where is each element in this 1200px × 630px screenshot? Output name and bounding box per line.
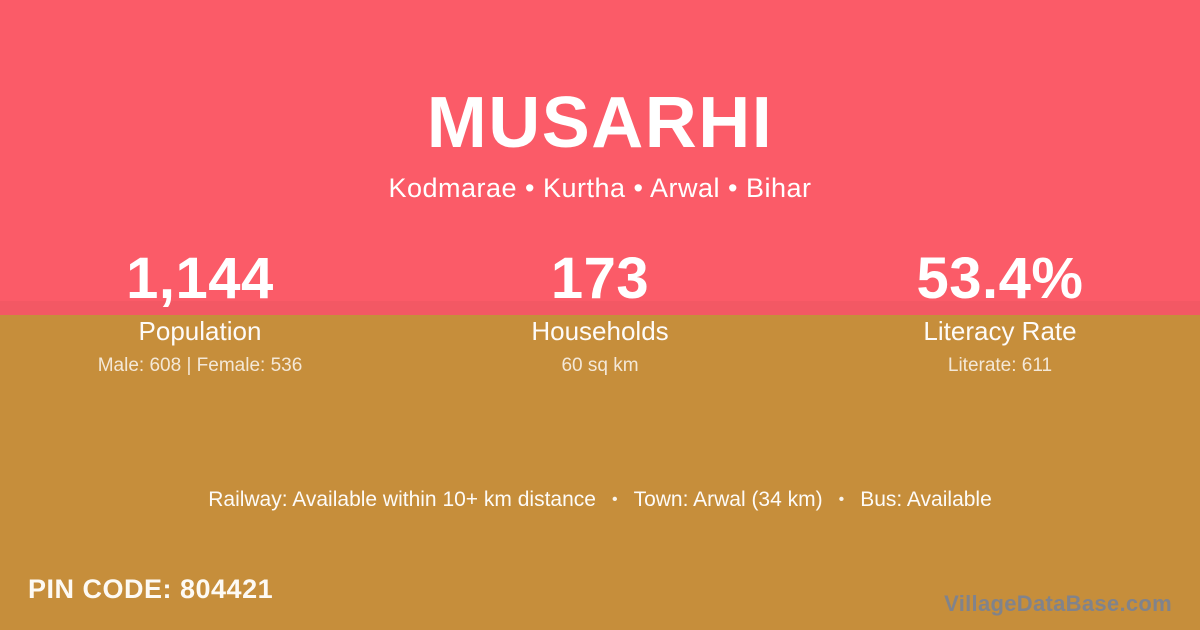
details-background	[0, 315, 1200, 630]
stat-literacy-rate: 53.4% Literacy Rate Literate: 611	[800, 246, 1200, 377]
header-background	[0, 0, 1200, 315]
households-label: Households	[531, 316, 669, 346]
population-detail: Male: 608 | Female: 536	[97, 355, 303, 376]
population-value: 1,144	[126, 246, 274, 311]
village-title: MUSARHI	[426, 83, 774, 163]
transport-info: Railway: Available within 10+ km distanc…	[0, 487, 1200, 513]
railway-info: Railway: Available within 10+ km distanc…	[208, 488, 596, 511]
pin-code: PIN CODE: 804421	[28, 574, 274, 604]
literacy-detail: Literate: 611	[947, 355, 1053, 376]
bullet-separator: •	[611, 491, 618, 508]
bus-info: Bus: Available	[860, 488, 992, 511]
card-header: MUSARHI Kodmarae • Kurtha • Arwal • Biha…	[0, 84, 1200, 204]
population-label: Population	[138, 316, 262, 346]
stat-population: 1,144 Population Male: 608 | Female: 536	[0, 246, 400, 377]
literacy-label: Literacy Rate	[923, 316, 1077, 346]
literacy-value: 53.4%	[916, 246, 1084, 311]
households-value: 173	[550, 246, 650, 311]
stats-row: 1,144 Population Male: 608 | Female: 536…	[0, 246, 1200, 377]
bullet-separator: •	[838, 491, 845, 508]
stat-households: 173 Households 60 sq km	[400, 246, 800, 377]
town-info: Town: Arwal (34 km)	[633, 488, 823, 511]
breadcrumb: Kodmarae • Kurtha • Arwal • Bihar	[388, 173, 812, 203]
households-detail: 60 sq km	[561, 355, 639, 376]
site-watermark: VillageDataBase.com	[944, 591, 1172, 616]
